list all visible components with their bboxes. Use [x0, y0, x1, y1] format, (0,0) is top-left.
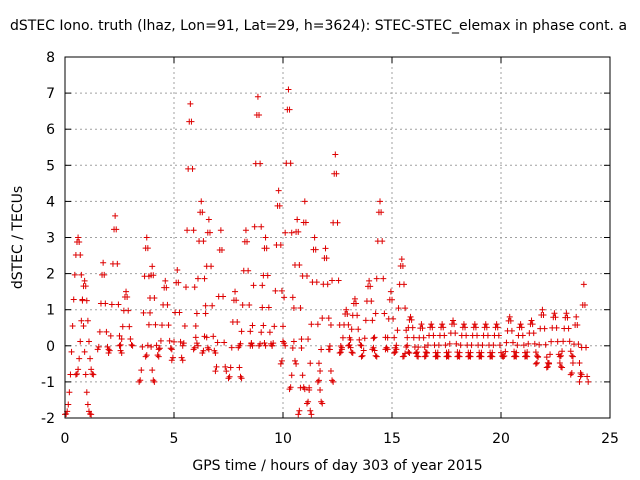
satellite-track [199, 216, 219, 357]
plus-markers [168, 266, 186, 364]
plus-markers [345, 295, 365, 349]
satellite-track [168, 266, 186, 364]
plus-markers [576, 281, 592, 385]
plus-markers [358, 277, 380, 360]
plus-markers [116, 288, 136, 349]
satellite-track [62, 234, 95, 418]
y-tick-label: -2 [41, 411, 55, 427]
plus-markers [314, 245, 337, 385]
y-tick-label: -1 [41, 375, 55, 391]
plus-markers [190, 198, 212, 353]
satellite-track [142, 263, 162, 360]
plus-markers [247, 93, 269, 349]
satellite-track [391, 256, 413, 357]
plus-markers [567, 313, 585, 378]
satellite-track [212, 227, 230, 375]
x-tick-label: 25 [601, 431, 619, 447]
satellite-track [236, 227, 256, 349]
satellite-track [521, 317, 542, 360]
satellite-track [567, 313, 585, 378]
plus-markers [532, 306, 552, 367]
plus-markers [521, 317, 542, 360]
satellite-track [543, 310, 566, 371]
plus-markers [399, 313, 422, 360]
y-axis-label: dSTEC / TECUs [10, 186, 26, 289]
plus-markers [236, 227, 256, 349]
plus-markers [199, 216, 219, 357]
plus-markers [142, 263, 162, 360]
satellite-track [345, 295, 365, 349]
satellite-track [190, 198, 212, 353]
satellite-track [256, 234, 276, 349]
satellite-track [556, 310, 576, 360]
satellite-track [314, 245, 337, 385]
y-tick-label: 4 [46, 194, 55, 210]
satellite-track [325, 151, 345, 353]
x-tick-label: 20 [492, 431, 510, 447]
plus-markers [382, 288, 400, 353]
satellite-track [105, 212, 125, 357]
satellite-track [303, 234, 326, 407]
y-tick-label: 0 [46, 339, 55, 355]
plus-markers [179, 100, 201, 349]
satellite-track [382, 288, 400, 353]
plus-markers [325, 151, 345, 353]
plus-markers [303, 234, 326, 407]
satellite-track [247, 93, 269, 349]
x-tick-label: 0 [61, 431, 70, 447]
satellite-track [116, 288, 136, 349]
plus-markers [277, 86, 300, 367]
plus-markers [136, 234, 158, 385]
chart-title: dSTEC Iono. truth (lhaz, Lon=91, Lat=29,… [10, 18, 627, 34]
plus-markers [72, 277, 97, 378]
plus-markers [556, 310, 576, 360]
plus-markers [105, 212, 125, 357]
plus-markers [369, 198, 391, 353]
plus-markers [256, 234, 276, 349]
satellite-track [358, 277, 380, 360]
plus-markers [225, 288, 245, 382]
y-tick-label: 7 [46, 86, 55, 102]
plus-markers [269, 187, 289, 349]
satellite-track [286, 216, 308, 393]
satellite-track [336, 306, 356, 357]
y-tick-label: 2 [46, 267, 55, 283]
x-tick-label: 5 [170, 431, 179, 447]
satellite-track [277, 86, 300, 367]
satellite-track [179, 100, 201, 349]
satellite-track [136, 234, 158, 385]
data-points [62, 86, 592, 418]
satellite-track [225, 288, 245, 382]
x-tick-label: 15 [383, 431, 401, 447]
plus-markers [62, 234, 95, 418]
plus-markers [94, 259, 112, 353]
plus-markers [212, 227, 230, 375]
plus-markers [286, 216, 308, 393]
plus-markers [336, 306, 356, 357]
plus-markers [543, 310, 566, 371]
plus-markers [155, 277, 175, 353]
satellite-track [576, 281, 592, 385]
satellite-track [369, 198, 391, 353]
satellite-track [532, 306, 552, 367]
satellite-track [399, 313, 422, 360]
y-tick-label: 3 [46, 231, 55, 247]
satellite-track [155, 277, 175, 353]
satellite-track [269, 187, 289, 349]
x-axis-label: GPS time / hours of day 303 of year 2015 [192, 458, 482, 474]
satellite-track [94, 259, 112, 353]
y-tick-label: 8 [46, 50, 55, 66]
satellite-track [72, 277, 97, 378]
x-tick-label: 10 [274, 431, 292, 447]
plus-markers [391, 256, 413, 357]
axis-ticks: 0 5 10 15 20 25 -2 -1 0 1 2 3 4 5 6 7 8 [41, 50, 619, 447]
y-tick-label: 5 [46, 158, 55, 174]
y-tick-label: 6 [46, 122, 55, 138]
y-tick-label: 1 [46, 303, 55, 319]
